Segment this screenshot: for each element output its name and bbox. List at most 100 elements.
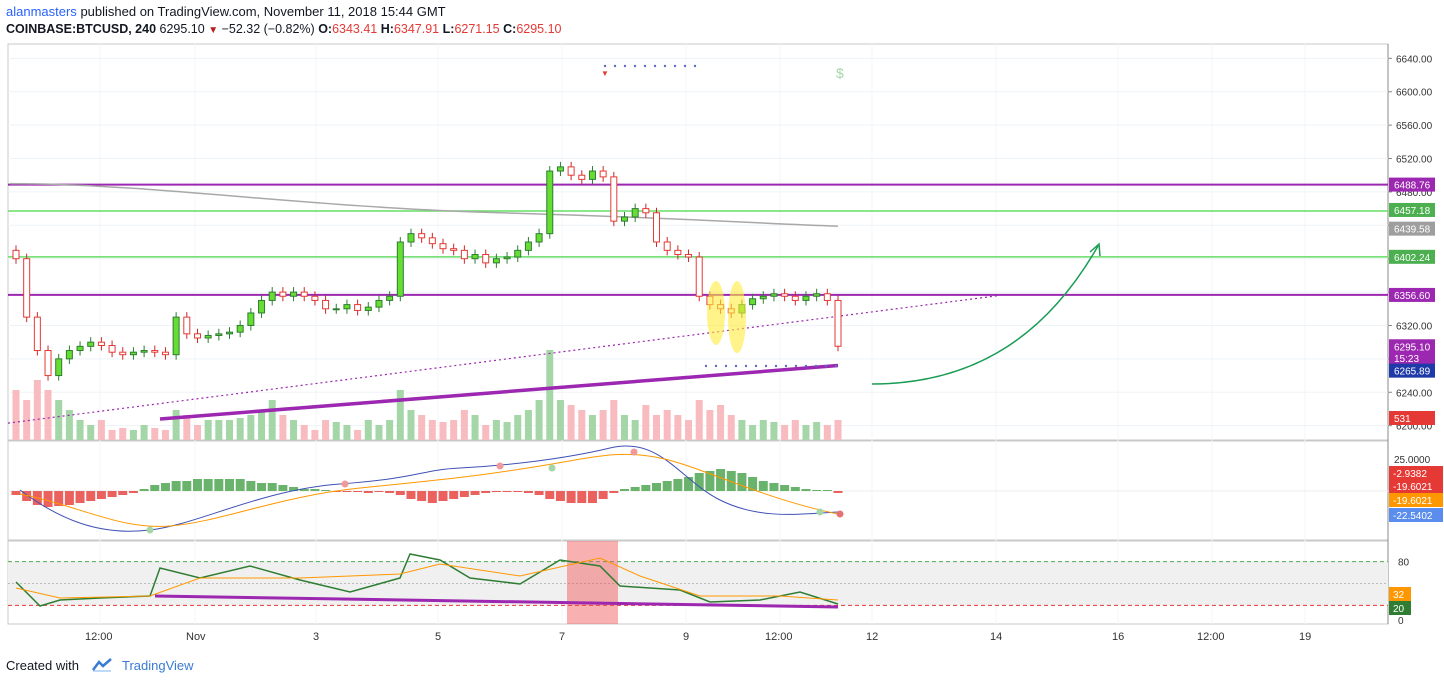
rsi-badge-label: 20 bbox=[1393, 604, 1405, 615]
price-badge bbox=[1389, 287, 1435, 302]
dot-marker bbox=[633, 64, 637, 68]
macd-histogram-bar bbox=[182, 481, 192, 491]
macd-badge-label: -22.5402 bbox=[1393, 511, 1433, 522]
volume-bar bbox=[108, 430, 116, 440]
macd-histogram-bar bbox=[491, 491, 501, 492]
volume-bar bbox=[396, 390, 404, 440]
volume-bar bbox=[663, 410, 671, 440]
price-badge bbox=[1389, 339, 1435, 354]
volume-bar bbox=[354, 430, 362, 440]
macd-histogram-bar bbox=[790, 487, 800, 491]
rsi-ma-line bbox=[15, 557, 839, 601]
price-chart[interactable]: 6640.006600.006560.006520.006480.006440.… bbox=[0, 0, 1444, 660]
candle-body bbox=[460, 249, 468, 260]
macd-histogram-bar bbox=[438, 491, 448, 501]
volume-bar bbox=[407, 410, 415, 440]
rsi-highlight-zone bbox=[567, 541, 618, 624]
macd-histogram-bar bbox=[630, 487, 640, 491]
price-badge bbox=[1389, 363, 1435, 378]
time-axis-label: 5 bbox=[435, 631, 441, 643]
macd-histogram-bar bbox=[662, 481, 672, 491]
dot-marker bbox=[754, 364, 758, 368]
candle-body bbox=[749, 298, 757, 306]
candle-body bbox=[770, 293, 778, 297]
dot-marker bbox=[794, 364, 798, 368]
price-badge bbox=[1389, 177, 1435, 192]
macd-histogram-bar bbox=[748, 477, 758, 491]
macd-histogram-bar bbox=[342, 491, 352, 492]
macd-histogram-bar bbox=[705, 471, 715, 491]
tradingview-brand[interactable]: TradingView bbox=[122, 658, 194, 673]
price-tick-label: 6560.00 bbox=[1396, 121, 1433, 132]
macd-histogram-bar bbox=[812, 490, 822, 491]
macd-histogram-bar bbox=[470, 491, 480, 495]
macd-cross-dot bbox=[496, 462, 504, 470]
time-axis-label: Nov bbox=[186, 631, 206, 643]
close-label: C: bbox=[503, 22, 517, 36]
volume-bar bbox=[151, 428, 159, 440]
macd-histogram-bar bbox=[481, 491, 491, 493]
macd-histogram-bar bbox=[758, 481, 768, 491]
candle-body bbox=[535, 233, 543, 243]
time-axis-label: 16 bbox=[1112, 631, 1124, 643]
candle-body bbox=[172, 316, 180, 356]
volume-bar bbox=[12, 390, 20, 440]
candle-body bbox=[65, 350, 73, 360]
candle-body bbox=[354, 304, 362, 311]
macd-badge bbox=[1389, 493, 1443, 507]
volume-bar bbox=[610, 400, 618, 440]
rsi-badge bbox=[1389, 587, 1411, 601]
volume-bar bbox=[65, 410, 73, 440]
candle-body bbox=[642, 208, 650, 214]
macd-histogram-bar bbox=[459, 491, 469, 497]
volume-bar bbox=[87, 425, 95, 440]
candle-body bbox=[407, 233, 415, 243]
candle-body bbox=[215, 333, 223, 336]
macd-histogram-bar bbox=[417, 491, 427, 501]
volume-bar bbox=[44, 390, 52, 440]
open-value: 6343.41 bbox=[332, 22, 378, 36]
macd-histogram-bar bbox=[534, 491, 544, 495]
price-badge-label: 531 bbox=[1394, 414, 1411, 425]
macd-cross-dot bbox=[836, 510, 844, 518]
macd-histogram-bar bbox=[96, 491, 106, 499]
macd-histogram-bar bbox=[214, 479, 224, 491]
candle-body bbox=[482, 254, 490, 264]
volume-bar bbox=[343, 425, 351, 440]
candle-body bbox=[620, 216, 628, 222]
macd-cross-dot bbox=[548, 464, 556, 472]
macd-histogram-bar bbox=[822, 490, 832, 491]
candle-body bbox=[97, 341, 105, 347]
price-tick-label: 6200.00 bbox=[1396, 422, 1433, 433]
volume-bar bbox=[759, 420, 767, 440]
volume-bar bbox=[791, 420, 799, 440]
volume-bar bbox=[236, 418, 244, 440]
macd-histogram-bar bbox=[299, 489, 309, 491]
volume-bar bbox=[823, 425, 831, 440]
macd-histogram-bar bbox=[289, 487, 299, 491]
dot-marker bbox=[653, 64, 657, 68]
candle-body bbox=[759, 295, 767, 300]
candle-body bbox=[12, 249, 20, 260]
volume-bar bbox=[364, 420, 372, 440]
candle-body bbox=[514, 249, 522, 258]
candle-body bbox=[599, 170, 607, 178]
volume-bar bbox=[738, 420, 746, 440]
volume-bar bbox=[503, 422, 511, 440]
ohlc-line: COINBASE:BTCUSD, 240 6295.10 ▼ −52.32 (−… bbox=[6, 22, 562, 36]
volume-bar bbox=[834, 420, 842, 440]
volume-bar bbox=[55, 400, 63, 440]
macd-histogram-bar bbox=[780, 485, 790, 491]
dollar-icon: $ bbox=[836, 65, 844, 81]
candle-body bbox=[119, 351, 127, 356]
macd-histogram-bar bbox=[577, 491, 587, 503]
candle-body bbox=[183, 316, 191, 335]
dot-marker bbox=[683, 64, 687, 68]
publisher-user[interactable]: alanmasters bbox=[6, 4, 77, 19]
volume-bar bbox=[247, 415, 255, 440]
dot-marker bbox=[824, 364, 828, 368]
volume-bar bbox=[375, 425, 383, 440]
candle-body bbox=[129, 351, 137, 356]
price-badge bbox=[1389, 221, 1435, 236]
time-axis-label: 12:00 bbox=[85, 631, 113, 643]
